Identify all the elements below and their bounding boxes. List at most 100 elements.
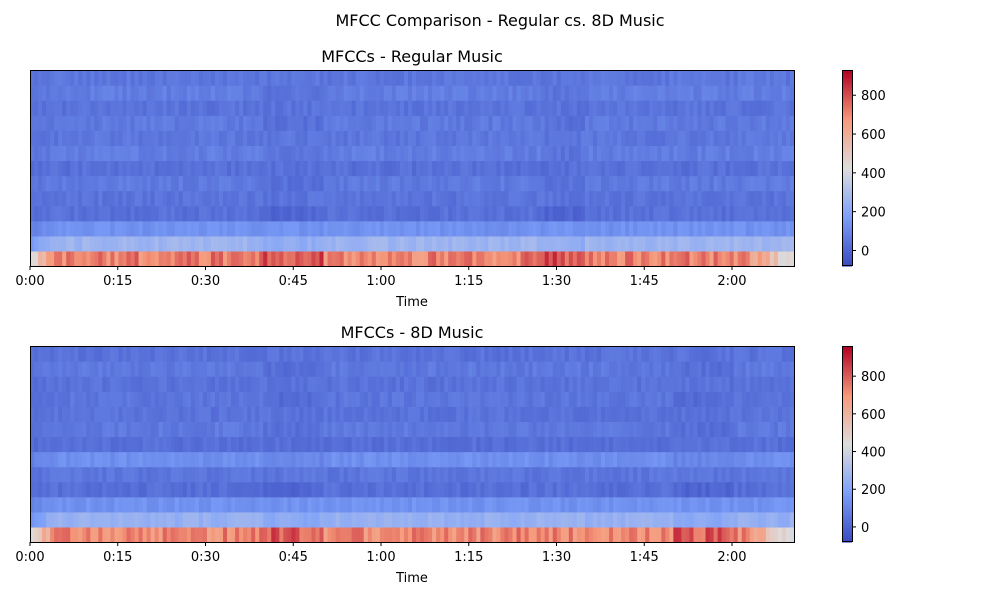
heatmap-cell bbox=[158, 466, 164, 483]
heatmap-cell bbox=[351, 376, 357, 392]
heatmap-cell bbox=[705, 85, 711, 101]
heatmap-cell bbox=[641, 70, 646, 86]
heatmap-cell bbox=[146, 145, 152, 162]
heatmap-cell bbox=[86, 85, 91, 101]
heatmap-cell bbox=[613, 250, 618, 267]
heatmap-cell bbox=[126, 391, 132, 407]
heatmap-cell bbox=[697, 235, 703, 252]
heatmap-cell bbox=[138, 511, 144, 528]
heatmap-cell bbox=[436, 496, 441, 513]
heatmap-cell bbox=[560, 391, 566, 407]
heatmap-cell bbox=[239, 205, 244, 222]
heatmap-cell bbox=[645, 235, 650, 252]
heatmap-cell bbox=[38, 100, 43, 116]
heatmap-cell bbox=[74, 451, 79, 468]
heatmap-cell bbox=[633, 421, 638, 438]
heatmap-cell bbox=[645, 160, 650, 177]
heatmap-cell bbox=[504, 160, 510, 177]
heatmap-cell bbox=[637, 220, 642, 237]
heatmap-cell bbox=[665, 496, 670, 513]
heatmap-cell bbox=[271, 85, 276, 101]
heatmap-cell bbox=[267, 85, 272, 101]
heatmap-cell bbox=[134, 70, 140, 86]
heatmap-cell bbox=[70, 250, 75, 267]
heatmap-cell bbox=[247, 175, 252, 192]
heatmap-cell bbox=[102, 145, 107, 162]
heatmap-cell bbox=[291, 406, 296, 422]
heatmap-cell bbox=[637, 526, 642, 543]
heatmap-cell bbox=[428, 346, 433, 362]
heatmap-cell bbox=[214, 391, 220, 407]
heatmap-cell bbox=[613, 346, 618, 362]
heatmap-cell bbox=[154, 511, 160, 528]
heatmap-cell bbox=[500, 376, 506, 392]
heatmap-cell bbox=[267, 70, 272, 86]
heatmap-cell bbox=[311, 115, 317, 131]
heatmap-cell bbox=[299, 115, 305, 131]
heatmap-cell bbox=[86, 391, 91, 407]
heatmap-cell bbox=[641, 205, 646, 222]
heatmap-cell bbox=[375, 235, 381, 252]
heatmap-cell bbox=[243, 160, 248, 177]
heatmap-cell bbox=[689, 205, 695, 222]
heatmap-cell bbox=[327, 190, 333, 207]
heatmap-cell bbox=[315, 481, 321, 498]
heatmap-cell bbox=[556, 145, 562, 162]
heatmap-cell bbox=[737, 115, 743, 131]
heatmap-cell bbox=[186, 85, 192, 101]
heatmap-cell bbox=[468, 346, 473, 362]
heatmap-cell bbox=[247, 85, 252, 101]
heatmap-cell bbox=[235, 85, 240, 101]
heatmap-cell bbox=[448, 235, 453, 252]
heatmap-cell bbox=[737, 235, 743, 252]
heatmap-cell bbox=[347, 481, 353, 498]
heatmap-cell bbox=[645, 391, 650, 407]
heatmap-cell bbox=[279, 85, 284, 101]
heatmap-cell bbox=[576, 100, 582, 116]
heatmap-cell bbox=[50, 466, 55, 483]
heatmap-cell bbox=[745, 436, 751, 453]
heatmap-cell bbox=[307, 190, 313, 207]
heatmap-cell bbox=[444, 190, 449, 207]
heatmap-cell bbox=[705, 526, 711, 543]
heatmap-cell bbox=[665, 436, 670, 453]
heatmap-cell bbox=[685, 85, 691, 101]
heatmap-cell bbox=[86, 250, 91, 267]
colorbar-swatch bbox=[842, 217, 852, 221]
heatmap-cell bbox=[186, 496, 192, 513]
heatmap-cell bbox=[725, 175, 731, 192]
heatmap-cell bbox=[673, 526, 678, 543]
heatmap-cell bbox=[669, 85, 674, 101]
heatmap-cell bbox=[299, 421, 305, 438]
heatmap-cell bbox=[198, 175, 204, 192]
heatmap-cell bbox=[649, 70, 654, 86]
heatmap-cell bbox=[512, 100, 518, 116]
heatmap-cell bbox=[383, 406, 389, 422]
heatmap-cell bbox=[436, 376, 441, 392]
heatmap-cell bbox=[198, 250, 204, 267]
heatmap-cell bbox=[600, 205, 606, 222]
heatmap-cell bbox=[403, 436, 409, 453]
heatmap-cell bbox=[576, 376, 582, 392]
heatmap-cell bbox=[174, 526, 180, 543]
heatmap-cell bbox=[613, 235, 618, 252]
heatmap-cell bbox=[379, 466, 385, 483]
heatmap-cell bbox=[580, 250, 586, 267]
heatmap-cell bbox=[717, 130, 723, 146]
heatmap-cell bbox=[46, 160, 51, 177]
heatmap-cell bbox=[279, 451, 284, 468]
heatmap-cell bbox=[218, 145, 224, 162]
heatmap-cell bbox=[629, 526, 634, 543]
heatmap-cell bbox=[186, 100, 192, 116]
heatmap-cell bbox=[717, 451, 723, 468]
heatmap-cell bbox=[259, 421, 264, 438]
heatmap-cell bbox=[90, 361, 95, 377]
colorbar-swatch bbox=[842, 155, 852, 159]
heatmap-cell bbox=[130, 130, 136, 146]
heatmap-cell bbox=[749, 451, 755, 468]
heatmap-cell bbox=[424, 175, 429, 192]
heatmap-cell bbox=[363, 190, 369, 207]
heatmap-cell bbox=[504, 250, 510, 267]
heatmap-cell bbox=[355, 511, 361, 528]
heatmap-cell bbox=[685, 361, 691, 377]
